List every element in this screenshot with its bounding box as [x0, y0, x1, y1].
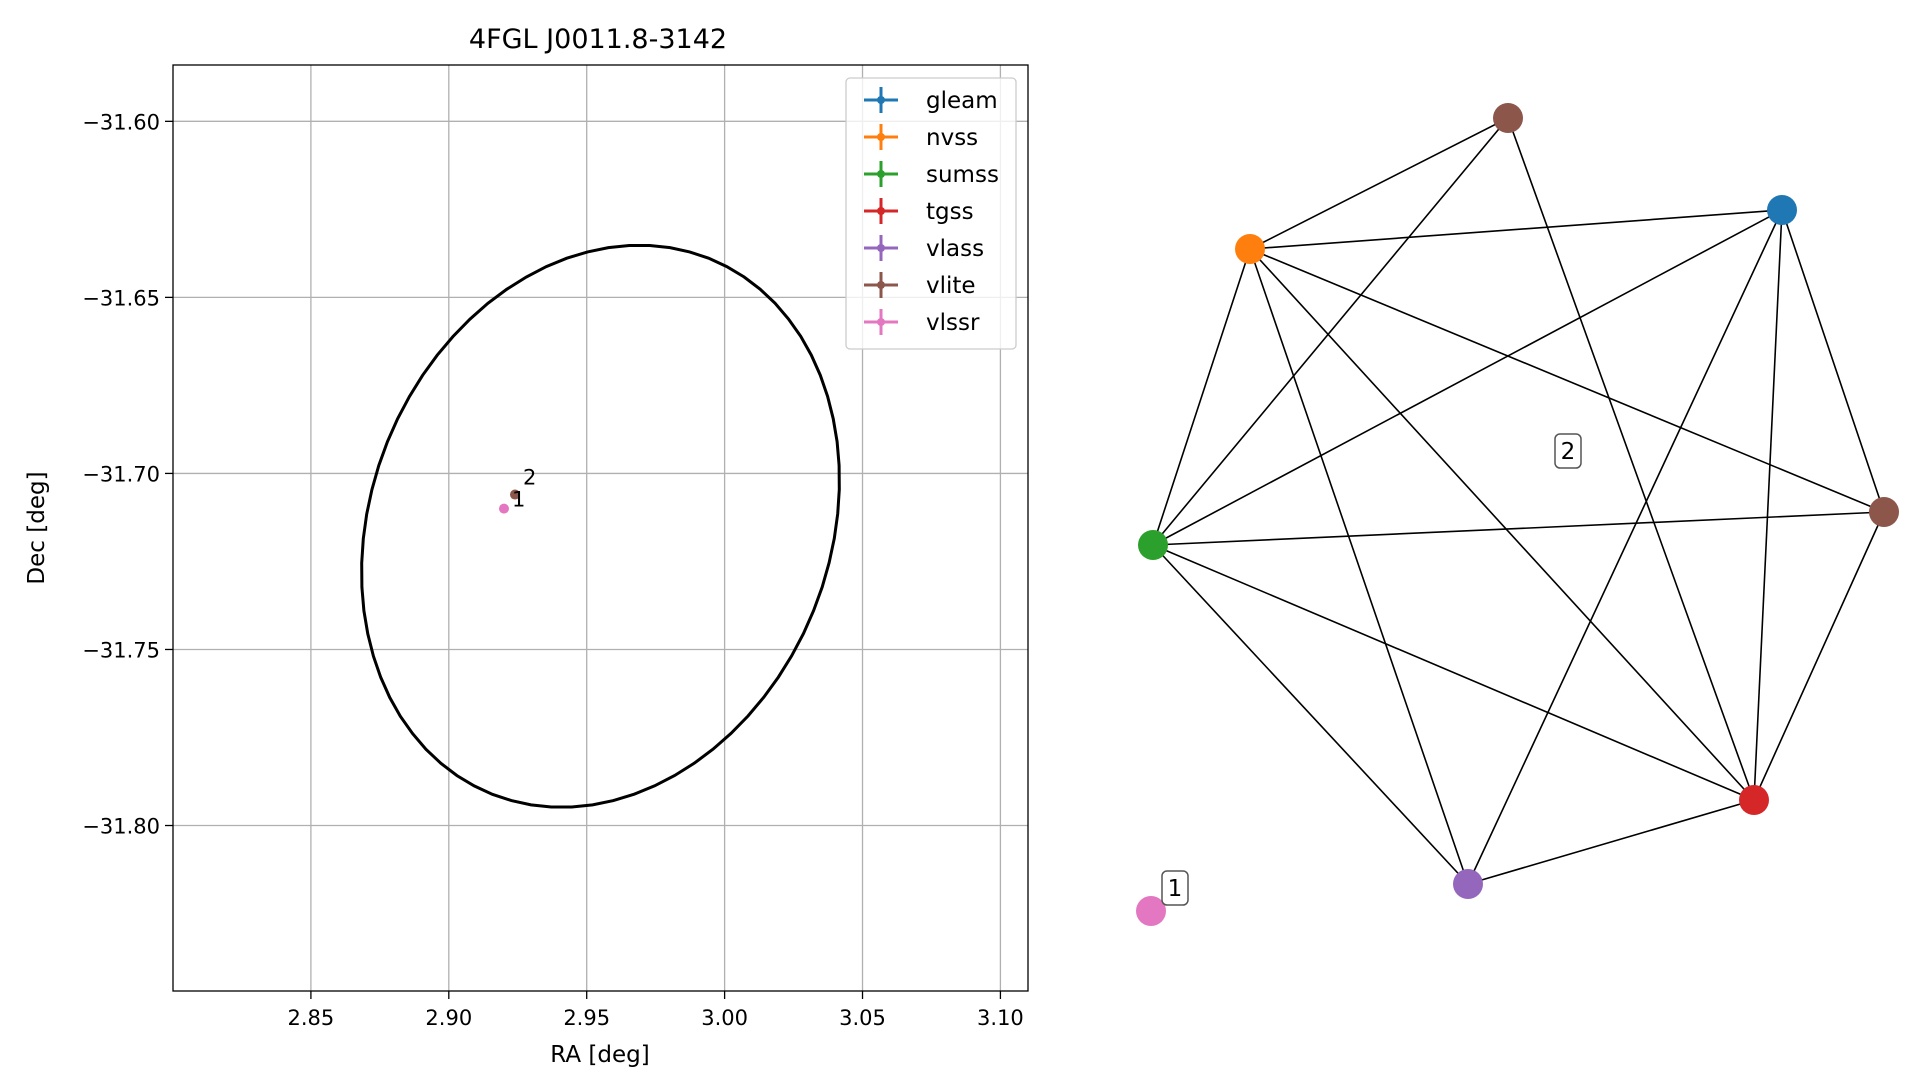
source-point-2	[510, 489, 520, 500]
node-vlass	[1453, 869, 1483, 899]
node-vlite-b	[1869, 497, 1899, 527]
chart-title: 4FGL J0011.8-3142	[469, 24, 727, 55]
error-ellipse-layer	[360, 244, 841, 809]
x-tick-label: 2.85	[288, 1006, 335, 1030]
edge-sumss-tgss	[1152, 544, 1755, 801]
legend-label-vlssr: vlssr	[926, 310, 980, 336]
y-tick-label: −31.75	[82, 638, 160, 662]
source-label-2: 2	[523, 466, 536, 490]
legend-marker-dot	[877, 207, 885, 215]
edge-vlite-a-sumss	[1152, 117, 1509, 546]
y-tick-label: −31.70	[82, 462, 160, 486]
y-ticks: −31.60 −31.65 −31.70 −31.75 −31.80	[82, 110, 173, 839]
legend-marker-dot	[877, 318, 885, 326]
legend-marker-dot	[877, 133, 885, 141]
x-tick-label: 3.05	[839, 1006, 886, 1030]
legend-label-vlite: vlite	[926, 273, 976, 299]
edge-gleam-tgss	[1753, 209, 1783, 801]
group-labels-layer: 21	[1161, 433, 1582, 906]
source-point-1	[498, 503, 509, 514]
group-label-1: 1	[1168, 876, 1183, 902]
edges-layer	[1152, 117, 1885, 885]
y-axis-label: Dec [deg]	[24, 471, 50, 584]
edge-nvss-vlite-b	[1249, 248, 1885, 513]
x-tick-label: 3.10	[977, 1006, 1024, 1030]
legend-label-nvss: nvss	[926, 125, 978, 151]
error-ellipse	[360, 244, 841, 809]
nodes-layer	[1136, 103, 1899, 926]
legend-marker-dot	[877, 281, 885, 289]
node-vlite-a	[1493, 103, 1523, 133]
y-tick-label: −31.80	[82, 815, 160, 839]
plot-frame	[172, 64, 1029, 992]
x-ticks: 2.85 2.90 2.95 3.00 3.05 3.10	[288, 991, 1024, 1030]
edge-nvss-vlass	[1249, 248, 1469, 885]
x-tick-label: 2.95	[563, 1006, 610, 1030]
legend-label-tgss: tgss	[926, 199, 974, 225]
y-tick-label: −31.65	[82, 286, 160, 310]
group-label-box-2	[1554, 433, 1582, 469]
points-layer: 21	[498, 466, 536, 514]
edge-nvss-tgss	[1249, 248, 1755, 801]
edge-gleam-sumss	[1152, 209, 1783, 546]
node-gleam	[1767, 195, 1797, 225]
scatter-chart: 4FGL J0011.8-3142 21 2.85 2.90 2.95 3.00 3.0…	[24, 24, 1029, 1068]
edge-gleam-vlass	[1467, 209, 1783, 885]
edge-gleam-vlite-b	[1781, 209, 1885, 513]
node-sumss	[1138, 530, 1168, 560]
source-label-1: 1	[512, 488, 525, 512]
legend-marker-dot	[877, 96, 885, 104]
node-tgss	[1739, 785, 1769, 815]
edge-gleam-nvss	[1249, 209, 1783, 250]
legend-label-vlass: vlass	[926, 236, 984, 262]
node-nvss	[1235, 234, 1265, 264]
y-tick-label: −31.60	[82, 110, 160, 134]
edge-vlite-a-tgss	[1507, 117, 1755, 801]
legend-marker-dot	[877, 170, 885, 178]
x-tick-label: 2.90	[425, 1006, 472, 1030]
edge-tgss-vlite-b	[1753, 511, 1885, 801]
group-label-2: 2	[1561, 439, 1576, 465]
x-tick-label: 3.00	[701, 1006, 748, 1030]
edge-vlass-tgss	[1467, 799, 1755, 885]
edge-nvss-sumss	[1152, 248, 1251, 546]
node-vlssr	[1136, 896, 1166, 926]
network-graph: 21	[1136, 103, 1899, 926]
edge-sumss-vlass	[1152, 544, 1469, 885]
legend-label-sumss: sumss	[926, 162, 999, 188]
x-axis-label: RA [deg]	[550, 1042, 649, 1068]
legend-label-gleam: gleam	[926, 88, 998, 114]
edge-sumss-vlite-b	[1152, 511, 1885, 546]
legend-marker-dot	[877, 244, 885, 252]
edge-vlite-a-nvss	[1249, 117, 1509, 250]
legend: gleam nvss sumss tgss vlass vlite vlssr	[845, 77, 1017, 350]
group-label-box-1	[1161, 870, 1189, 906]
legend-box	[845, 77, 1017, 350]
